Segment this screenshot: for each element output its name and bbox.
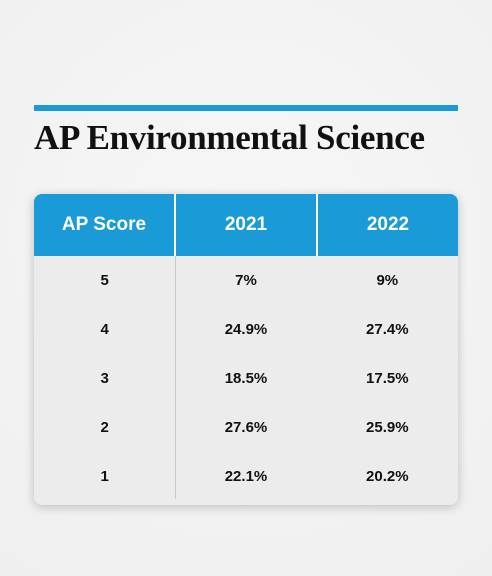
table-cell-year-2021: 22.1%	[224, 468, 268, 485]
title-accent-rule	[34, 105, 458, 111]
table-cell-year-2022: 17.5%	[366, 370, 409, 387]
table-cell-year-2022: 27.4%	[366, 321, 409, 338]
table-cell-year-2022: 20.2%	[366, 468, 409, 485]
table-row: 1 22.1% 20.2%	[34, 452, 458, 501]
header-cell-2022: 2022	[366, 214, 410, 235]
column-divider	[175, 256, 176, 499]
table-cell-score: 5	[100, 272, 109, 289]
table-cell-year-2021: 24.9%	[224, 321, 268, 338]
table-cell-year-2021: 18.5%	[224, 370, 268, 387]
table-cell-score: 2	[100, 419, 109, 436]
table-header-row: AP Score 2021 2022	[34, 194, 458, 256]
table-row: 4 24.9% 27.4%	[34, 305, 458, 354]
header-cell-2021: 2021	[176, 194, 318, 256]
table-row: 5 7% 9%	[34, 256, 458, 305]
header-cell-score: AP Score	[34, 194, 176, 256]
table-cell-year-2022: 9%	[376, 272, 399, 289]
table-body: 5 7% 9% 4 24.9% 27.4% 3 18.5% 17.5% 2 27.6% 25.9% 1 2…	[34, 256, 458, 501]
table-cell-year-2021: 7%	[235, 272, 257, 289]
table-cell-score: 1	[100, 468, 109, 485]
table-cell-score: 3	[100, 370, 109, 387]
table-cell-score: 4	[100, 321, 109, 338]
table-cell-year-2022: 25.9%	[366, 419, 409, 436]
page-title: AP Environmental Science	[34, 118, 425, 157]
table-row: 3 18.5% 17.5%	[34, 354, 458, 403]
table-row: 2 27.6% 25.9%	[34, 403, 458, 452]
table-cell-year-2021: 27.6%	[224, 419, 268, 436]
score-table: AP Score 2021 2022 5 7% 9% 4 24.9% 27.4% 3 18.5…	[34, 194, 458, 505]
